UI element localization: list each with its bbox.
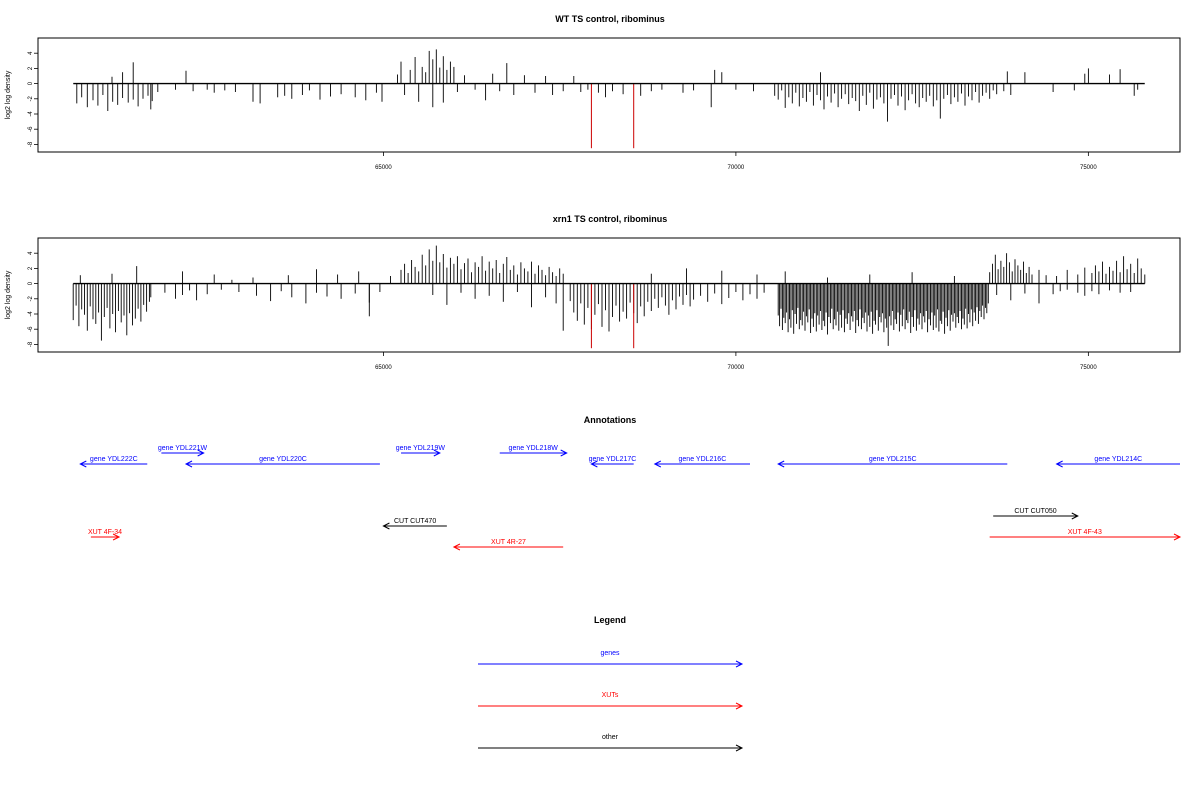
xrn1-y-tick-label: 0 [28,281,34,285]
xrn1-x-axis: 65000 70000 75000 [375,352,1097,371]
annotations-title: Annotations [584,415,637,425]
annotation-feature: XUT 4R-27 [452,539,564,551]
annotation-arrowhead [433,449,441,457]
annotation-arrowhead [1055,460,1063,468]
annotation-arrowhead [184,460,193,468]
xrn1-y-axis-label: log2 log density [5,270,12,319]
annotation-features: gene YDL222C gene YDL221W gene YDL220C gene… [79,445,1182,551]
annotation-feature: gene YDL216C [653,456,750,468]
annotation-label: CUT CUT470 [394,518,436,525]
annotation-arrowhead [560,449,568,457]
annotation-feature: XUT 4F-43 [989,529,1182,541]
xrn1-x-tick-label: 70000 [728,365,745,371]
wt-y-tick-label: 4 [28,51,34,55]
annotation-feature: CUT CUT050 [993,508,1079,520]
legend-label: XUTs [602,692,619,699]
wt-y-tick-label: 2 [28,66,34,70]
wt-y-tick-label: -8 [28,141,34,147]
xrn1-y-tick-label: -6 [28,326,34,332]
annotation-label: XUT 4F-34 [88,529,122,536]
annotation-feature: gene YDL215C [777,456,1008,468]
xrn1-y-tick-label: 2 [28,266,34,270]
wt-y-tick-label: 0 [28,81,34,85]
annotation-label: gene YDL221W [158,445,208,452]
legend-title: Legend [594,615,626,625]
wt-plot-frame [37,37,1181,153]
annotation-feature: gene YDL214C [1055,456,1180,468]
xrn1-y-tick-label: -8 [28,341,34,347]
annotation-feature: gene YDL219W [396,445,446,457]
wt-y-axis-label: log2 log density [5,70,12,119]
annotation-label: gene YDL217C [589,456,637,463]
legend-item: XUTs [478,692,744,710]
wt-x-tick-label: 65000 [375,165,392,171]
annotation-label: XUT 4R-27 [491,539,526,546]
annotation-arrowhead [1071,512,1079,520]
wt-y-tick-label: -2 [28,95,34,101]
wt-track-panel: WT TS control, ribominus log2 log densit… [5,14,1181,171]
legend-item: other [478,734,744,752]
wt-y-tick-label: -4 [28,111,34,117]
annotation-feature: XUT 4F-34 [88,529,122,541]
xrn1-track-panel: xrn1 TS control, ribominus log2 log dens… [5,214,1181,371]
annotation-label: gene YDL214C [1094,456,1142,463]
legend-arrowhead [735,702,744,710]
annotation-label: XUT 4F-43 [1068,529,1102,536]
xrn1-y-tick-label: 4 [28,251,34,255]
wt-track-title: WT TS control, ribominus [555,14,665,24]
wt-x-axis: 65000 70000 75000 [375,152,1097,171]
annotation-arrowhead [452,543,461,551]
annotation-arrowhead [382,522,390,530]
legend-label: genes [600,650,620,657]
annotation-feature: gene YDL217C [589,456,637,468]
annotation-label: gene YDL219W [396,445,446,452]
annotation-label: gene YDL216C [679,456,727,463]
legend-item: genes [478,650,744,668]
annotation-arrowhead [112,533,121,541]
xrn1-y-tick-label: -2 [28,295,34,301]
wt-y-tick-label: -6 [28,126,34,132]
annotation-feature: gene YDL218W [499,445,568,457]
annotation-label: gene YDL222C [90,456,138,463]
annotation-label: gene YDL220C [259,456,307,463]
annotation-arrowhead [653,460,662,468]
annotation-arrowhead [777,460,785,468]
annotation-arrowhead [590,460,598,468]
xrn1-y-tick-label: -4 [28,311,34,317]
annotation-arrowhead [1173,533,1182,541]
annotation-label: gene YDL215C [869,456,917,463]
wt-x-tick-label: 70000 [728,165,745,171]
wt-y-axis: -8 -6 -4 -2 0 2 4 [28,51,39,147]
xrn1-x-tick-label: 65000 [375,365,392,371]
annotation-feature: gene YDL221W [158,445,208,457]
legend: genes XUTs other [478,650,744,752]
annotation-feature: CUT CUT470 [382,518,447,530]
annotation-label: gene YDL218W [509,445,559,452]
xrn1-x-tick-label: 75000 [1080,365,1097,371]
legend-arrowhead [735,660,744,668]
annotation-arrowhead [197,449,205,457]
wt-spikes [76,49,1139,122]
annotation-feature: gene YDL222C [79,456,148,468]
xrn1-spikes [72,245,1146,346]
wt-markers [590,83,635,149]
xrn1-y-axis: -8 -6 -4 -2 0 2 4 [28,251,39,347]
xrn1-track-title: xrn1 TS control, ribominus [553,214,668,224]
annotation-feature: gene YDL220C [184,456,380,468]
legend-label: other [602,734,619,741]
annotation-arrowhead [79,460,87,468]
wt-x-tick-label: 75000 [1080,165,1097,171]
legend-arrowhead [735,744,744,752]
annotation-label: CUT CUT050 [1014,508,1056,515]
xrn1-markers [590,283,635,349]
